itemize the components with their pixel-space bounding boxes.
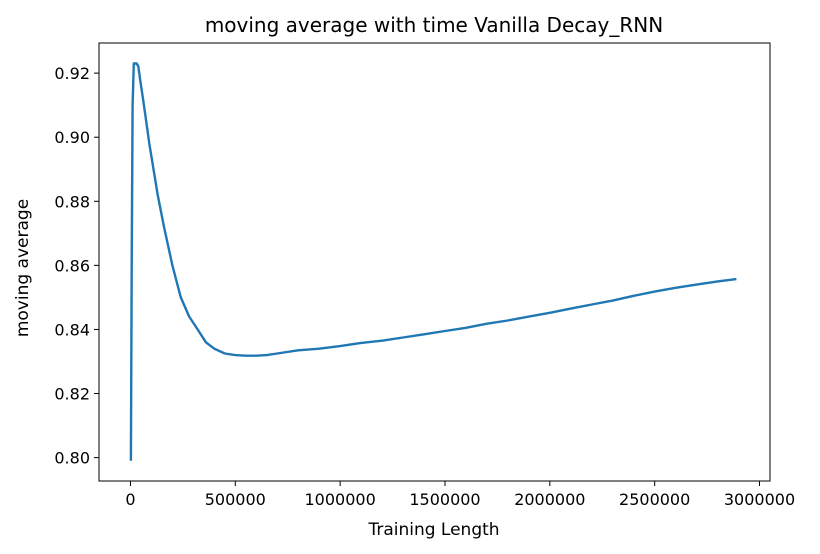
series-line (129, 62, 737, 461)
plot-frame (98, 42, 771, 482)
y-tick-label: 0.88 (54, 192, 90, 211)
y-tick-label: 0.82 (54, 385, 90, 404)
x-tick-label: 2000000 (514, 490, 585, 509)
x-tick-label: 3000000 (724, 490, 795, 509)
x-axis-title: Training Length (367, 520, 499, 540)
y-axis-title: moving average (13, 199, 33, 337)
x-tick-label: 500000 (205, 490, 266, 509)
x-tick-label: 1000000 (305, 490, 376, 509)
plot-area: 0 500000 1000000 1500000 2000000 2500000 30000… (54, 42, 795, 509)
x-tick-label: 2500000 (619, 490, 690, 509)
chart-title: moving average with time Vanilla Decay_R… (205, 13, 663, 37)
x-tick-label: 1500000 (409, 490, 480, 509)
y-tick-label: 0.86 (54, 256, 90, 275)
y-tick-label: 0.80 (54, 449, 90, 468)
y-tick-label: 0.84 (54, 320, 90, 339)
x-tick-label: 0 (125, 490, 135, 509)
y-tick-label: 0.92 (54, 64, 90, 83)
y-tick-label: 0.90 (54, 128, 90, 147)
